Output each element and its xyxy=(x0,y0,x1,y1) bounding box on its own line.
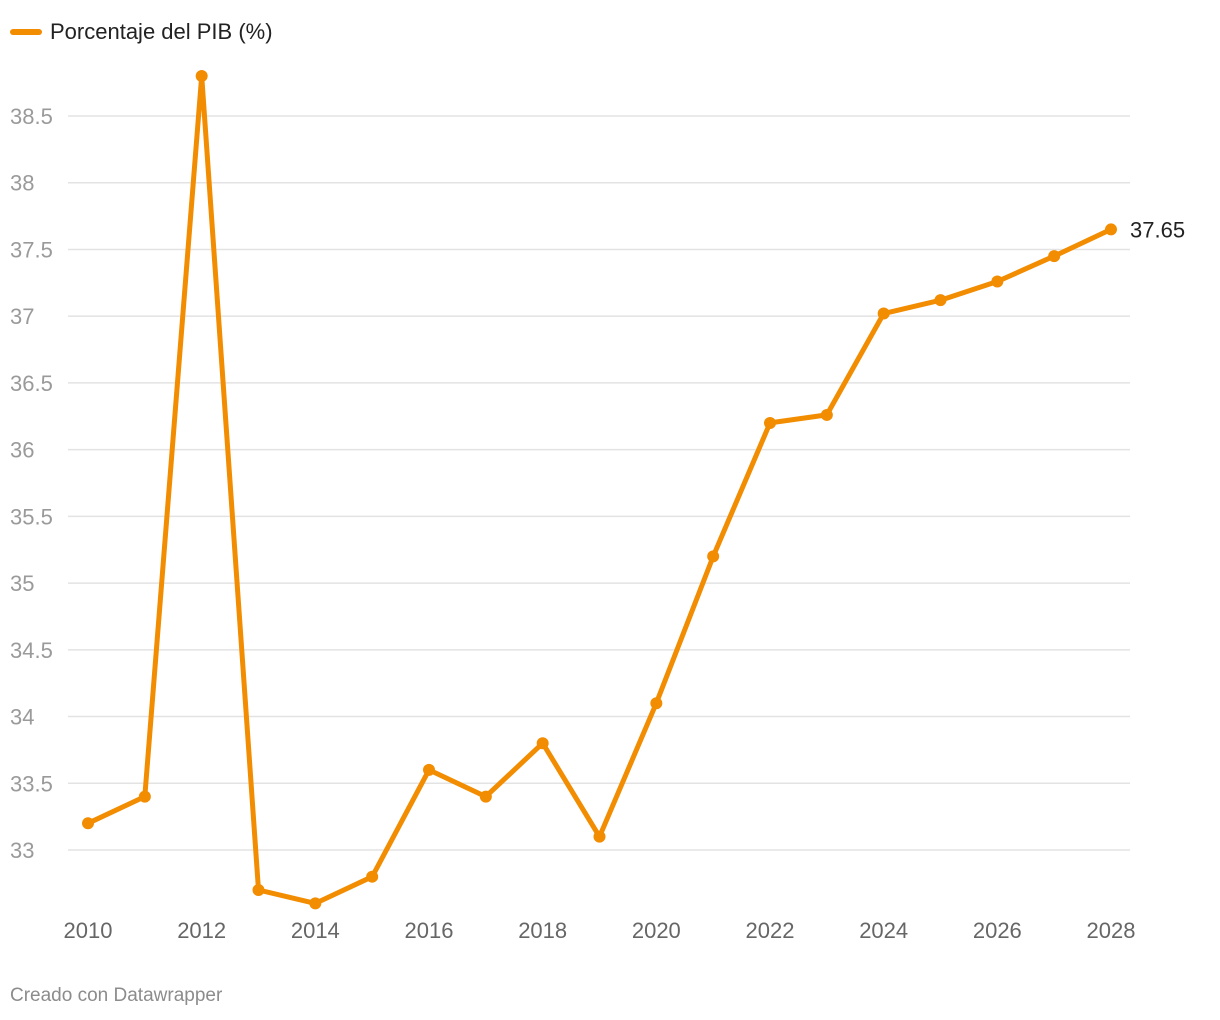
data-point xyxy=(195,69,208,82)
data-point xyxy=(82,817,94,830)
x-tick-label: 2018 xyxy=(518,918,567,943)
y-tick-label: 35.5 xyxy=(10,504,53,529)
data-point xyxy=(764,416,776,429)
x-tick-label: 2026 xyxy=(973,918,1022,943)
data-point xyxy=(536,737,549,750)
line-chart: 33 33.5 34 34.5 35 35.5 36 36.5 37 37.5 38 38.5 201… xyxy=(10,69,1185,943)
y-tick-label: 37 xyxy=(10,304,34,329)
data-point xyxy=(707,550,720,563)
legend: Porcentaje del PIB (%) xyxy=(10,18,273,46)
data-point xyxy=(934,294,947,307)
data-point xyxy=(1105,223,1117,236)
data-point xyxy=(423,763,435,776)
y-tick-label: 34 xyxy=(10,705,34,730)
data-point xyxy=(1048,250,1061,263)
y-tick-label: 33 xyxy=(10,838,34,863)
x-tick-label: 2024 xyxy=(859,918,908,943)
y-tick-label: 38 xyxy=(10,171,34,196)
data-point xyxy=(252,884,265,897)
x-axis-ticks: 2010 2012 2014 2016 2018 2020 2022 2024 2026 2028 xyxy=(64,918,1136,943)
data-point xyxy=(650,697,663,710)
y-tick-label: 38.5 xyxy=(10,104,53,129)
y-tick-label: 35 xyxy=(10,571,34,596)
y-tick-label: 34.5 xyxy=(10,638,53,663)
x-tick-label: 2020 xyxy=(632,918,681,943)
data-point xyxy=(138,790,151,803)
credit-text: Creado con Datawrapper xyxy=(10,985,223,1006)
data-point xyxy=(991,275,1004,288)
data-point xyxy=(877,307,890,320)
series-layer: 37.65 xyxy=(82,69,1185,910)
series-line xyxy=(85,73,1114,906)
data-point xyxy=(593,830,606,843)
y-tick-label: 36 xyxy=(10,438,34,463)
x-tick-label: 2014 xyxy=(291,918,340,943)
end-value-label: 37.65 xyxy=(1130,217,1185,242)
legend-label: Porcentaje del PIB (%) xyxy=(50,19,273,44)
data-point xyxy=(309,897,322,910)
data-point xyxy=(479,790,492,803)
data-point xyxy=(820,408,833,421)
y-tick-label: 37.5 xyxy=(10,237,53,262)
x-tick-label: 2010 xyxy=(64,918,113,943)
data-point xyxy=(366,870,379,883)
gridlines xyxy=(68,115,1130,851)
x-tick-label: 2022 xyxy=(746,918,795,943)
x-tick-label: 2028 xyxy=(1087,918,1136,943)
y-axis-ticks: 33 33.5 34 34.5 35 35.5 36 36.5 37 37.5 38 38.5 xyxy=(10,104,53,863)
y-tick-label: 36.5 xyxy=(10,371,53,396)
x-tick-label: 2016 xyxy=(405,918,454,943)
legend-swatch xyxy=(10,29,42,35)
x-tick-label: 2012 xyxy=(177,918,226,943)
y-tick-label: 33.5 xyxy=(10,771,53,796)
